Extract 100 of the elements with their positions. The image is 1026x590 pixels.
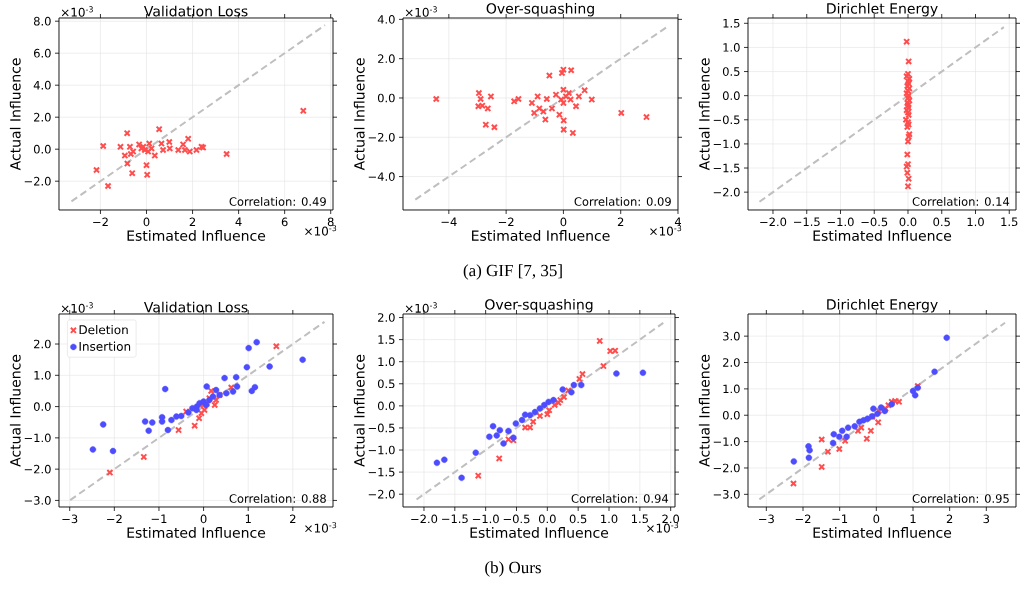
y-tick-label: −0.5 — [713, 115, 740, 125]
y-tick-label: −0.5 — [368, 423, 395, 433]
y-tick-label: −1.0 — [713, 139, 740, 149]
x-tick-label: 1 — [245, 514, 251, 523]
text: ×10$^{-3}$ — [650, 225, 682, 236]
x-tick-label: 0.0 — [538, 514, 556, 524]
x-tick-label: 0.5 — [933, 217, 950, 227]
y-tick-label: 0.0 — [722, 91, 740, 101]
y-tick-label: 2.0 — [34, 112, 51, 122]
x-axis-title: Estimated Influence — [127, 230, 266, 241]
y-tick-label: 0.5 — [377, 379, 395, 389]
x-tick-label: 2 — [189, 217, 196, 227]
text: ×10$^{-3}$ — [305, 522, 337, 533]
y-tick-label: 0.0 — [377, 93, 395, 103]
x-tick-label: −4 — [441, 217, 457, 226]
x-tick-label: 0 — [200, 514, 207, 524]
text: (a) GIF [7, 35] — [463, 264, 562, 280]
y-axis-title: Actual Influence — [9, 58, 21, 171]
x-axis-title: Estimated Influence — [127, 527, 266, 538]
text: ×10$^{-3}$ — [647, 522, 679, 533]
text: ×10$^{-3}$ — [405, 302, 437, 313]
chart-title: Validation Loss — [143, 5, 248, 17]
y-tick-label: 3.0 — [723, 331, 740, 341]
text: ×10$^{-3}$ — [305, 225, 337, 236]
y-tick-label: 8.0 — [33, 16, 51, 26]
x-tick-label: −3 — [759, 514, 774, 524]
y-axis-title: Actual Influence — [698, 354, 710, 467]
text: (b) Ours — [485, 561, 541, 577]
x-tick-label: 8 — [327, 217, 334, 227]
text: ×10$^{-3}$ — [405, 6, 437, 17]
y-tick-label: 1.0 — [723, 384, 740, 394]
x-tick-label: 1.5 — [631, 514, 648, 524]
y-tick-label: −2.0 — [368, 489, 395, 499]
y-tick-label: −1.0 — [24, 433, 51, 443]
y-tick-label: −2.0 — [24, 176, 51, 186]
x-tick-label: 2 — [290, 514, 296, 524]
x-tick-label: −1.5 — [794, 217, 820, 227]
x-tick-label: −2 — [498, 217, 514, 227]
x-tick-label: 0 — [143, 217, 150, 227]
y-tick-label: 4.0 — [33, 80, 51, 90]
x-axis-title: Estimated Influence — [472, 230, 610, 241]
chart-title: Over-squashing — [486, 2, 594, 17]
legend-label: Deletion — [79, 324, 128, 335]
x-tick-label: 6 — [281, 217, 288, 227]
x-tick-label: 3 — [983, 514, 990, 524]
y-tick-label: −1.0 — [368, 445, 395, 455]
y-axis-title: Actual Influence — [698, 58, 710, 171]
y-tick-label: −3.0 — [713, 490, 740, 499]
y-tick-label: 0.0 — [33, 144, 51, 154]
y-tick-label: 1.5 — [378, 335, 395, 344]
y-tick-label: 2.0 — [34, 339, 51, 349]
x-axis-title: Estimated Influence — [813, 230, 952, 241]
y-axis-title: Actual Influence — [353, 58, 365, 171]
y-tick-label: 0.0 — [377, 401, 395, 411]
x-tick-label: 4 — [674, 217, 682, 226]
y-tick-label: −2.0 — [713, 463, 740, 473]
y-tick-label: 1.0 — [378, 357, 395, 367]
y-tick-label: 0.5 — [722, 67, 740, 76]
y-tick-label: −4.0 — [368, 172, 395, 181]
x-tick-label: −0.5 — [503, 514, 530, 524]
y-tick-label: 1.5 — [723, 19, 740, 28]
x-tick-label: 2 — [617, 217, 624, 227]
y-tick-label: 1.0 — [34, 370, 51, 380]
annotation: Correlation: 0.14 — [912, 196, 1010, 206]
x-tick-label: −1 — [151, 514, 167, 523]
annotation: Correlation: 0.09 — [574, 196, 671, 206]
annotation: Correlation: 0.94 — [571, 493, 669, 503]
x-tick-label: 2.0 — [662, 514, 680, 524]
x-tick-label: −2 — [795, 514, 811, 524]
chart-title: Validation Loss — [143, 301, 248, 313]
y-tick-label: −2.0 — [713, 187, 740, 197]
x-tick-label: −1.0 — [827, 217, 854, 227]
y-axis-title: Actual Influence — [353, 354, 365, 467]
x-tick-label: 0.5 — [569, 514, 587, 524]
y-tick-label: 2.0 — [723, 358, 740, 367]
annotation: Correlation: 0.95 — [912, 493, 1009, 503]
x-tick-label: −1.5 — [442, 514, 468, 524]
text: ×10$^{-3}$ — [61, 302, 93, 313]
x-tick-label: −3 — [62, 514, 78, 524]
y-tick-label: 2.0 — [378, 54, 395, 64]
x-tick-label: 0.0 — [899, 217, 917, 227]
y-tick-label: −2.0 — [24, 464, 51, 474]
x-tick-label: −2 — [107, 514, 122, 524]
chart-title: Dirichlet Energy — [827, 298, 938, 313]
x-tick-label: −2 — [93, 217, 108, 227]
legend-label: Insertion — [79, 341, 131, 351]
x-tick-label: 1.0 — [601, 514, 618, 524]
chart-title: Dirichlet Energy — [827, 2, 938, 17]
y-axis-title: Actual Influence — [9, 354, 21, 467]
y-tick-label: −1.0 — [713, 437, 740, 446]
x-tick-label: 0 — [560, 217, 567, 227]
x-tick-label: 1 — [910, 514, 916, 523]
x-tick-label: −1.0 — [472, 514, 499, 524]
x-tick-label: −2.0 — [411, 514, 438, 524]
y-tick-label: 2.0 — [378, 313, 395, 322]
annotation: Correlation: 0.49 — [229, 196, 326, 206]
chart-title: Over-squashing — [485, 298, 593, 313]
x-tick-label: 0 — [873, 514, 880, 524]
y-tick-label: −2.0 — [368, 132, 395, 142]
y-tick-label: −1.5 — [713, 163, 740, 173]
